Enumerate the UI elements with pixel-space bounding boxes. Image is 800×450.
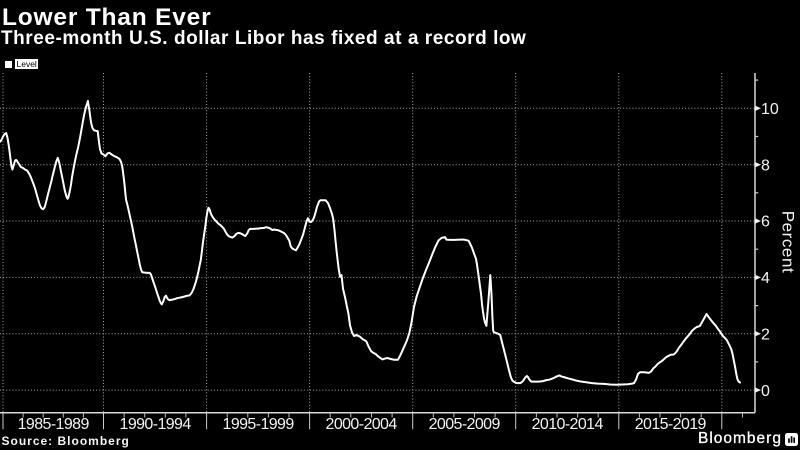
svg-text:1995-1999: 1995-1999 (223, 416, 295, 433)
svg-text:10: 10 (761, 101, 779, 118)
svg-text:2015-2019: 2015-2019 (635, 416, 707, 433)
svg-text:8: 8 (761, 157, 770, 174)
svg-text:2000-2004: 2000-2004 (326, 416, 398, 433)
svg-text:2010-2014: 2010-2014 (532, 416, 604, 433)
svg-text:1985-1989: 1985-1989 (18, 416, 90, 433)
svg-text:2: 2 (761, 326, 770, 343)
svg-text:0: 0 (761, 383, 770, 400)
svg-text:1990-1994: 1990-1994 (120, 416, 192, 433)
svg-text:6: 6 (761, 214, 770, 231)
svg-text:4: 4 (761, 270, 770, 287)
svg-text:Percent: Percent (779, 211, 798, 273)
svg-text:2005-2009: 2005-2009 (429, 416, 501, 433)
